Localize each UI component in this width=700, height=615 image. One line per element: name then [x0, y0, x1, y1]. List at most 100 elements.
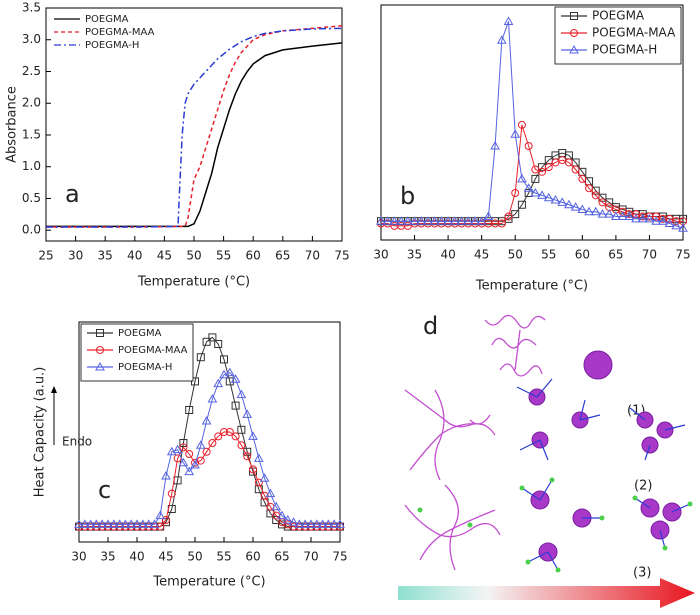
panel-label: c — [98, 476, 111, 504]
marker — [201, 415, 212, 425]
legend-label: POEGMA-MAA — [85, 27, 155, 38]
marker — [248, 431, 258, 440]
marker — [91, 519, 102, 528]
gradient-arrow — [398, 578, 695, 608]
marker — [253, 453, 264, 462]
marker — [289, 522, 298, 531]
polymer-chains — [404, 314, 546, 571]
legend-marker — [570, 12, 578, 20]
y-axis-label: Heat Capacity (a.u.) — [33, 367, 48, 498]
marker — [243, 452, 252, 461]
x-tick-label: 50 — [187, 550, 202, 564]
legend-marker — [96, 329, 104, 337]
marker — [329, 519, 340, 528]
marker — [597, 209, 608, 218]
marker — [162, 516, 170, 524]
panel-label: b — [400, 182, 415, 210]
legend-label: POEGMA-MAA — [592, 26, 676, 40]
marker — [196, 456, 205, 465]
y-tick-label: 1.5 — [22, 127, 41, 141]
marker — [644, 213, 655, 223]
marker — [382, 216, 393, 225]
y-tick-label: 1.0 — [22, 159, 41, 173]
legend-label: POEGMA-H — [118, 362, 172, 373]
endo-arrow-head — [51, 386, 57, 393]
marker — [120, 519, 131, 528]
marker — [224, 367, 235, 377]
x-tick-label: 25 — [38, 249, 53, 263]
marker — [617, 211, 628, 220]
x-tick-label: 55 — [216, 550, 231, 564]
marker — [260, 491, 269, 500]
y-tick-label: 2.5 — [22, 64, 41, 78]
x-tick-label: 70 — [305, 249, 320, 263]
x-tick-label: 55 — [216, 249, 231, 263]
marker — [108, 519, 119, 528]
legend-label: POEGMA — [85, 14, 129, 25]
x-tick-label: 75 — [332, 550, 347, 564]
marker — [456, 216, 467, 225]
marker — [231, 401, 240, 410]
marker — [497, 219, 506, 228]
legend-label: POEGMA-H — [592, 43, 657, 57]
legend-label: POEGMA — [592, 9, 645, 23]
marker — [584, 206, 594, 216]
marker — [185, 406, 194, 414]
marker — [237, 441, 246, 450]
series-line — [79, 372, 340, 525]
y-axis-label: Absorbance — [5, 86, 20, 163]
x-tick-label: 30 — [373, 248, 388, 262]
marker — [537, 190, 547, 199]
marker — [306, 519, 316, 528]
x-tick-label: 55 — [541, 248, 556, 262]
y-tick-label: 2.0 — [22, 96, 41, 110]
x-tick-label: 40 — [440, 248, 455, 262]
legend-label: POEGMA-H — [85, 40, 139, 51]
marker — [317, 519, 328, 528]
marker — [504, 212, 513, 221]
marker — [517, 173, 527, 183]
marker — [132, 519, 142, 528]
series-line — [46, 42, 343, 228]
marker — [143, 519, 154, 528]
marker — [195, 440, 206, 449]
row-label: (3) — [633, 566, 651, 581]
marker — [604, 209, 615, 218]
marker — [323, 519, 334, 528]
marker — [179, 443, 188, 452]
x-tick-label: 35 — [98, 249, 113, 263]
x-tick-label: 75 — [334, 249, 349, 263]
marker — [74, 519, 84, 528]
marker — [376, 216, 386, 225]
end-groups — [417, 477, 693, 573]
marker — [236, 389, 247, 399]
x-tick-label: 40 — [129, 550, 144, 564]
marker — [85, 519, 96, 528]
x-tick-label: 30 — [68, 249, 83, 263]
legend-marker — [570, 29, 578, 37]
x-axis-label: Temperature (°C) — [475, 279, 588, 294]
marker — [214, 432, 223, 441]
marker — [416, 216, 427, 225]
x-axis-label: Temperature (°C) — [137, 275, 250, 290]
series-line — [46, 27, 343, 228]
polymer-globules — [528, 350, 682, 562]
y-tick-label: 3.5 — [22, 1, 41, 15]
x-tick-label: 65 — [274, 550, 289, 564]
marker — [237, 425, 246, 434]
marker — [137, 519, 148, 528]
marker — [225, 377, 234, 386]
marker — [585, 184, 594, 193]
marker — [249, 465, 257, 474]
x-tick-label: 60 — [246, 249, 261, 263]
marker — [517, 200, 526, 209]
marker — [179, 439, 188, 447]
marker — [538, 167, 547, 176]
marker — [225, 428, 234, 436]
marker — [149, 519, 160, 528]
marker — [598, 198, 607, 207]
marker — [196, 353, 205, 362]
marker — [590, 206, 601, 216]
legend-label: POEGMA-MAA — [118, 345, 188, 356]
x-tick-label: 45 — [474, 248, 489, 262]
